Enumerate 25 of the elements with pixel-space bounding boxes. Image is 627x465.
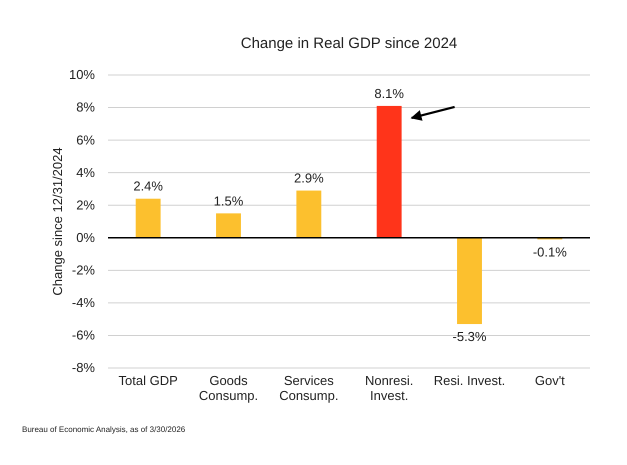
- y-tick-label: 0%: [76, 230, 96, 245]
- x-tick-label: Services Consump.: [279, 373, 338, 403]
- x-tick-label: Resi. Invest.: [434, 373, 506, 388]
- data-label: 2.4%: [133, 178, 164, 194]
- text: Bureau of Economic Analysis, as of 3/30/2026: [22, 425, 186, 434]
- y-tick-label: 6%: [76, 132, 96, 148]
- data-label: 2.9%: [294, 170, 324, 186]
- data-label: 8.1%: [374, 86, 404, 101]
- y-tick-label: 10%: [68, 67, 96, 82]
- y-tick-label: 2%: [76, 197, 96, 212]
- data-label: 1.5%: [214, 193, 244, 208]
- data-label: -5.3%: [452, 329, 487, 344]
- y-axis-title: Change since 12/31/2024: [50, 147, 65, 296]
- y-tick-label: -6%: [72, 328, 96, 343]
- y-tick-label: -2%: [72, 262, 96, 278]
- x-tick-label: Goods Consump.: [198, 373, 258, 403]
- y-tick-label: 8%: [76, 100, 96, 115]
- x-tick-label: Gov't: [534, 373, 566, 388]
- chart-title: Change in Real GDP since 2024: [240, 35, 458, 52]
- x-tick-label: Nonresi. Invest.: [364, 373, 414, 403]
- y-tick-label: 4%: [76, 164, 96, 180]
- x-tick-label: Total GDP: [118, 373, 178, 388]
- data-label: -0.1%: [532, 244, 568, 260]
- y-tick-label: -8%: [72, 360, 96, 376]
- y-tick-label: -4%: [72, 295, 96, 310]
